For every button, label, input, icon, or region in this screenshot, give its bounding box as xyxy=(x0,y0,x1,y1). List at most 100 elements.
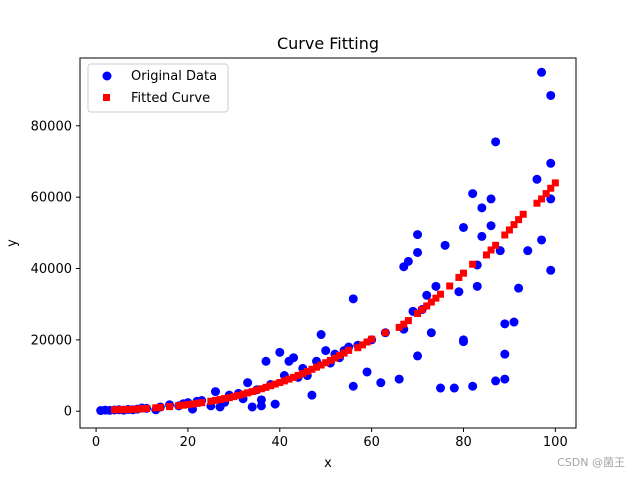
data-point-fitted xyxy=(257,385,265,393)
data-point-original xyxy=(275,347,285,357)
data-point-original xyxy=(532,174,542,184)
data-point-original xyxy=(261,356,271,366)
data-point-original xyxy=(362,367,372,377)
data-point-fitted xyxy=(482,251,490,259)
data-point-fitted xyxy=(322,359,330,367)
data-point-fitted xyxy=(354,344,362,352)
data-point-fitted xyxy=(267,382,275,390)
data-point-original xyxy=(449,383,459,393)
data-point-fitted xyxy=(340,349,348,357)
plot-area xyxy=(79,57,577,429)
data-point-fitted xyxy=(551,179,559,187)
data-point-original xyxy=(243,378,253,388)
data-point-original xyxy=(376,378,386,388)
data-point-fitted xyxy=(492,241,500,249)
x-tick-label: 60 xyxy=(363,435,380,450)
data-point-fitted xyxy=(110,406,118,414)
y-axis: 0 20000 40000 60000 80000 xyxy=(31,119,80,420)
data-point-fitted xyxy=(138,405,146,413)
data-point-fitted xyxy=(358,341,366,349)
legend-marker-original xyxy=(102,71,112,81)
data-point-fitted xyxy=(234,391,242,399)
data-point-original xyxy=(321,346,331,356)
data-point-fitted xyxy=(152,404,160,412)
data-point-fitted xyxy=(533,199,541,207)
y-tick-label: 0 xyxy=(64,405,72,420)
data-point-fitted xyxy=(156,403,164,411)
data-point-original xyxy=(247,402,257,412)
data-point-original xyxy=(436,383,446,393)
data-point-fitted xyxy=(446,282,454,290)
data-point-original xyxy=(210,387,220,397)
data-point-original xyxy=(523,246,533,256)
data-point-fitted xyxy=(308,365,316,373)
data-point-fitted xyxy=(143,404,151,412)
data-point-fitted xyxy=(179,401,187,409)
data-point-fitted xyxy=(216,395,224,403)
data-point-original xyxy=(537,67,547,77)
data-point-original xyxy=(477,231,487,241)
data-point-fitted xyxy=(331,354,339,362)
data-point-fitted xyxy=(248,388,256,396)
data-point-fitted xyxy=(166,403,174,411)
data-point-fitted xyxy=(299,369,307,377)
data-point-fitted xyxy=(469,260,477,268)
data-point-original xyxy=(256,401,266,411)
data-point-fitted xyxy=(303,367,311,375)
data-point-fitted xyxy=(285,375,293,383)
data-point-original xyxy=(468,189,478,199)
data-point-original xyxy=(500,319,510,329)
x-tick-label: 40 xyxy=(272,435,289,450)
data-point-fitted xyxy=(414,309,422,317)
data-point-fitted xyxy=(363,338,371,346)
data-point-original xyxy=(454,287,464,297)
legend-box xyxy=(87,63,229,113)
data-point-original xyxy=(500,349,510,359)
data-point-original xyxy=(348,294,358,304)
data-point-fitted xyxy=(290,373,298,381)
legend: Original Data Fitted Curve xyxy=(87,63,229,113)
x-tick-label: 0 xyxy=(92,435,100,450)
data-point-fitted xyxy=(239,390,247,398)
data-point-fitted xyxy=(455,273,463,281)
data-point-original xyxy=(289,353,299,363)
data-point-original xyxy=(500,374,510,384)
data-point-fitted xyxy=(313,363,321,371)
data-point-fitted xyxy=(211,396,219,404)
data-point-original xyxy=(413,351,423,361)
data-point-fitted xyxy=(253,386,261,394)
data-point-fitted xyxy=(262,383,270,391)
data-point-fitted xyxy=(515,216,523,224)
data-point-fitted xyxy=(294,371,302,379)
data-point-fitted xyxy=(538,195,546,203)
data-point-original xyxy=(514,283,524,293)
data-point-fitted xyxy=(244,389,252,397)
data-point-original xyxy=(486,221,496,231)
data-point-original xyxy=(440,240,450,250)
data-point-fitted xyxy=(519,210,527,218)
data-point-fitted xyxy=(459,269,467,277)
data-point-fitted xyxy=(276,379,284,387)
data-point-fitted xyxy=(221,395,229,403)
data-point-fitted xyxy=(230,393,238,401)
data-point-original xyxy=(348,381,358,391)
data-point-original xyxy=(413,230,423,240)
data-point-fitted xyxy=(404,317,412,325)
data-point-fitted xyxy=(432,294,440,302)
x-axis-label: x xyxy=(324,456,332,471)
data-point-original xyxy=(270,399,280,409)
data-point-original xyxy=(422,290,432,300)
watermark: CSDN @菌王 xyxy=(557,456,625,469)
x-axis: 0 20 40 60 80 100 xyxy=(92,428,568,450)
chart-title: Curve Fitting xyxy=(277,34,379,53)
data-point-original xyxy=(546,90,556,100)
data-point-original xyxy=(491,137,501,147)
data-point-fitted xyxy=(335,352,343,360)
legend-label-original: Original Data xyxy=(131,69,217,84)
x-tick-label: 80 xyxy=(455,435,472,450)
data-point-original xyxy=(307,390,317,400)
x-tick-label: 20 xyxy=(180,435,197,450)
data-point-fitted xyxy=(271,380,279,388)
data-point-fitted xyxy=(175,402,183,410)
